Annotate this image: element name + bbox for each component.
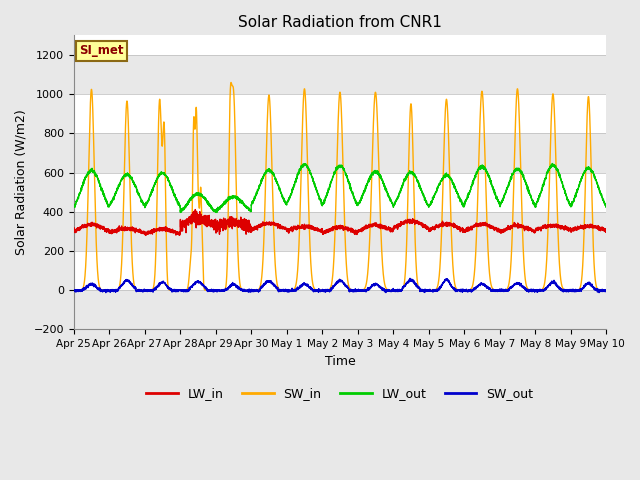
Legend: LW_in, SW_in, LW_out, SW_out: LW_in, SW_in, LW_out, SW_out <box>141 383 538 406</box>
SW_in <box>490 287 497 292</box>
LW_out <box>166 180 173 186</box>
SW_in <box>212 287 220 293</box>
LW_in <box>602 229 609 235</box>
Line: LW_out: LW_out <box>74 164 606 213</box>
LW_in <box>191 207 199 213</box>
SW_out <box>460 288 467 293</box>
SW_out <box>320 287 328 293</box>
SW_in <box>460 287 467 293</box>
Bar <box>74 212 606 251</box>
SW_in <box>166 287 173 293</box>
SW_out <box>70 288 77 294</box>
LW_in <box>430 226 438 231</box>
SW_in <box>227 80 235 85</box>
Bar <box>74 290 606 329</box>
SW_out <box>430 288 438 293</box>
SW_in <box>430 287 438 293</box>
LW_out <box>70 204 77 210</box>
Line: SW_out: SW_out <box>74 278 606 293</box>
SW_out <box>490 287 497 292</box>
SW_in <box>602 287 609 293</box>
LW_out <box>430 194 438 200</box>
SW_out <box>602 288 609 294</box>
Y-axis label: Solar Radiation (W/m2): Solar Radiation (W/m2) <box>15 109 28 255</box>
LW_in <box>320 228 328 234</box>
LW_in <box>142 232 150 238</box>
Bar <box>74 55 606 94</box>
LW_in <box>490 225 497 231</box>
LW_out <box>602 203 609 208</box>
LW_in <box>460 228 467 234</box>
LW_in <box>166 228 173 234</box>
SW_out <box>166 286 173 291</box>
LW_out <box>460 204 467 209</box>
LW_out <box>213 210 221 216</box>
SW_out <box>406 276 414 281</box>
SW_in <box>320 287 328 293</box>
Text: SI_met: SI_met <box>79 44 124 57</box>
X-axis label: Time: Time <box>324 355 355 368</box>
SW_in <box>70 287 77 293</box>
Bar <box>74 133 606 172</box>
Line: LW_in: LW_in <box>74 210 606 235</box>
SW_out <box>102 290 109 296</box>
LW_out <box>602 204 610 210</box>
LW_out <box>548 161 556 167</box>
Line: SW_in: SW_in <box>74 83 606 290</box>
SW_out <box>602 287 610 293</box>
LW_in <box>70 228 77 234</box>
SW_in <box>602 287 610 293</box>
LW_in <box>602 228 610 233</box>
LW_out <box>490 187 497 193</box>
Title: Solar Radiation from CNR1: Solar Radiation from CNR1 <box>238 15 442 30</box>
LW_out <box>320 198 328 204</box>
